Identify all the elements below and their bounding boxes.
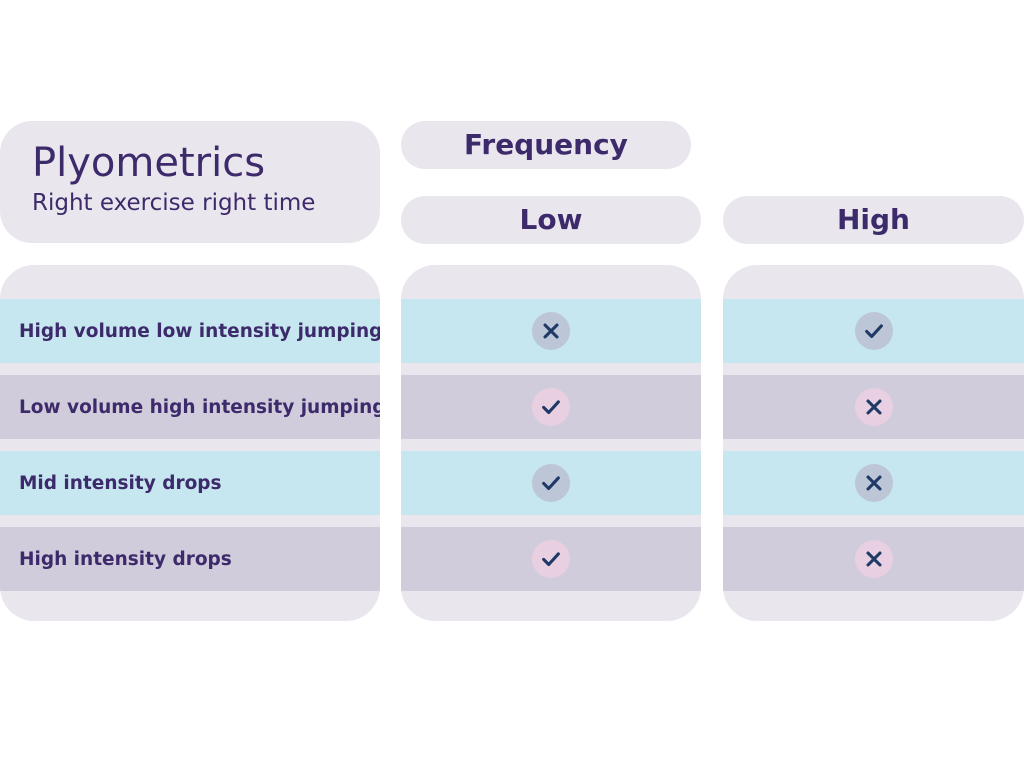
high-frequency-panel [723, 265, 1024, 621]
check-icon [532, 388, 570, 426]
high-frequency-cell [723, 375, 1024, 439]
title-box: Plyometrics Right exercise right time [0, 121, 380, 243]
low-frequency-cell [401, 451, 701, 515]
cross-icon [854, 540, 893, 578]
check-icon [532, 464, 570, 502]
exercise-label: Low volume high intensity jumping [19, 396, 380, 418]
table-row: Mid intensity drops [0, 451, 380, 515]
exercise-label: Mid intensity drops [19, 472, 222, 494]
high-frequency-cell [723, 299, 1024, 363]
column-header-high: High [723, 196, 1024, 244]
exercise-label-panel: High volume low intensity jumping Low vol… [0, 265, 380, 621]
cross-icon [532, 312, 570, 350]
exercise-label: High volume low intensity jumping [19, 320, 380, 342]
cross-icon [854, 388, 893, 426]
low-frequency-cell [401, 527, 701, 591]
check-icon [854, 312, 893, 350]
low-frequency-cell [401, 299, 701, 363]
low-frequency-panel [401, 265, 701, 621]
high-frequency-cell [723, 451, 1024, 515]
high-frequency-cell [723, 527, 1024, 591]
table-row: Low volume high intensity jumping [0, 375, 380, 439]
low-frequency-cell [401, 375, 701, 439]
page-title: Plyometrics [32, 140, 266, 186]
check-icon [532, 540, 570, 578]
column-header-low: Low [401, 196, 701, 244]
cross-icon [854, 464, 893, 502]
page-subtitle: Right exercise right time [32, 190, 316, 216]
table-row: High intensity drops [0, 527, 380, 591]
table-row: High volume low intensity jumping [0, 299, 380, 363]
frequency-header: Frequency [401, 121, 691, 169]
exercise-label: High intensity drops [19, 548, 232, 570]
